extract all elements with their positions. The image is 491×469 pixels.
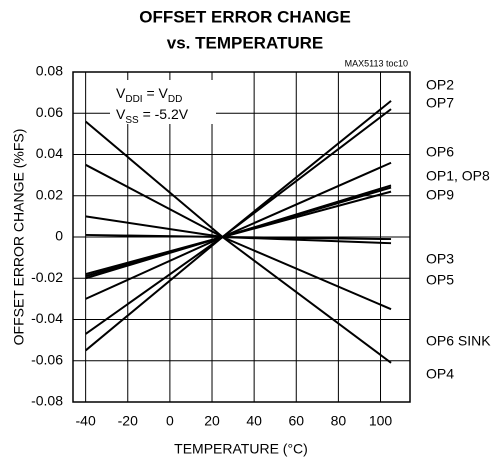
x-tick-label: -20 <box>118 413 138 429</box>
end-label: OP6 SINK <box>426 333 491 349</box>
end-label: OP7 <box>426 95 454 111</box>
plot-border <box>72 71 411 403</box>
y-axis-label: OFFSET ERROR CHANGE (%FS) <box>11 129 27 346</box>
x-tick-label: -40 <box>76 413 96 429</box>
end-label: OP2 <box>426 77 454 93</box>
annotation-part: = V <box>143 85 169 101</box>
annotation-part: = -5.2V <box>139 106 189 122</box>
y-tick-label: 0.06 <box>36 104 63 120</box>
annotation-part: V <box>116 85 126 101</box>
y-tick-label: -0.08 <box>31 393 63 409</box>
end-label: OP1, OP8 <box>426 168 490 184</box>
x-tick-label: 80 <box>331 413 347 429</box>
x-axis-label: TEMPERATURE (°C) <box>174 441 308 457</box>
y-tick-label: -0.02 <box>31 269 63 285</box>
x-tick-label: 100 <box>369 413 393 429</box>
x-tick-label: 40 <box>246 413 262 429</box>
end-label: OP6 <box>426 144 454 160</box>
source-note: MAX5113 toc10 <box>345 58 408 68</box>
annotation-box <box>110 80 216 124</box>
annotation: VDDI = VDD <box>116 85 182 105</box>
end-label: OP4 <box>426 366 454 382</box>
annotation: VSS = -5.2V <box>116 106 189 126</box>
x-tick-label: 60 <box>288 413 304 429</box>
end-label: OP3 <box>426 251 454 267</box>
annotation-part: DDI <box>125 94 142 105</box>
y-tick-label: -0.06 <box>31 351 63 367</box>
chart-title: OFFSET ERROR CHANGE <box>139 7 351 26</box>
chart-subtitle: vs. TEMPERATURE <box>167 33 324 52</box>
x-tick-label: 0 <box>166 413 174 429</box>
series-line <box>84 120 392 364</box>
x-tick-label: 20 <box>204 413 220 429</box>
y-tick-label: -0.04 <box>31 310 63 326</box>
series-line <box>85 108 392 335</box>
y-tick-label: 0.04 <box>36 145 63 161</box>
y-tick-label: 0 <box>55 228 63 244</box>
y-tick-label: 0.02 <box>36 186 63 202</box>
series-line <box>85 190 392 276</box>
end-label: OP5 <box>426 272 454 288</box>
annotation-part: SS <box>125 115 139 126</box>
annotation-part: DD <box>168 94 182 105</box>
end-label: OP9 <box>426 187 454 203</box>
y-tick-label: 0.08 <box>36 63 63 79</box>
annotation-part: V <box>116 106 126 122</box>
